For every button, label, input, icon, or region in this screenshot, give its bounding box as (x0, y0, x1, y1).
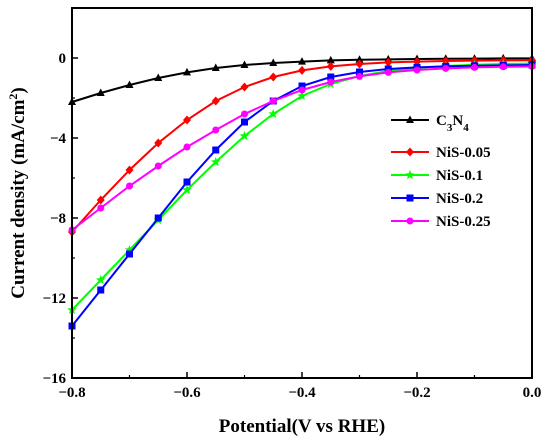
series-nis-0-25 (68, 62, 536, 234)
legend-entry-c3n4: C3N4 (436, 113, 469, 134)
y-tick-label: −4 (50, 131, 67, 147)
legend-marker-nis-0-05 (406, 147, 414, 157)
legend-c3n4-sub1: 3 (447, 122, 453, 134)
data-point-nis-0-1 (182, 185, 192, 195)
data-point-nis-0-2 (327, 73, 335, 81)
data-point-nis-0-2 (298, 82, 306, 90)
data-point-nis-0-25 (298, 86, 306, 94)
legend-mark-c3n4 (391, 115, 429, 123)
data-point-nis-0-05 (154, 138, 163, 148)
data-point-nis-0-25 (212, 126, 220, 134)
legend-c3n4-c: C (436, 113, 447, 129)
data-point-nis-0-2 (154, 214, 162, 222)
x-tick-label: −0.8 (58, 385, 85, 401)
data-point-nis-0-25 (154, 162, 162, 170)
legend-mark-nis-0-1 (391, 170, 429, 180)
y-axis-title-main: Current density (mA/cm (8, 99, 29, 298)
series-line-nis-0-1 (71, 62, 533, 311)
data-point-c3n4 (240, 60, 249, 68)
data-point-nis-0-25 (356, 72, 363, 80)
data-point-nis-0-25 (384, 68, 392, 76)
data-point-nis-0-25 (126, 182, 133, 190)
data-point-nis-0-05 (413, 57, 421, 67)
legend-label-nis-0-25: NiS-0.25 (436, 214, 491, 230)
data-point-nis-0-2 (356, 68, 363, 76)
ticks-layer: −0.8 −0.6 −0.4 −0.2 0.0 0 −4 −8 −12 −16 (42, 51, 541, 401)
y-tick-label: −12 (42, 291, 66, 307)
data-point-nis-0-1 (297, 91, 307, 101)
legend-marker-nis-0-1 (405, 170, 415, 180)
y-tick-label: −8 (50, 211, 66, 227)
legend-label-c3n4: C3N4 (436, 113, 469, 134)
data-point-nis-0-05 (384, 57, 393, 67)
data-point-nis-0-1 (210, 157, 221, 167)
data-point-nis-0-25 (183, 143, 191, 151)
data-point-nis-0-05 (298, 65, 306, 75)
series-layer (67, 53, 537, 330)
data-point-nis-0-2 (241, 118, 248, 126)
data-point-nis-0-25 (471, 63, 478, 71)
y-axis-title: Current density (mA/cm2) (6, 87, 29, 298)
data-point-nis-0-2 (97, 286, 105, 294)
data-point-c3n4 (326, 55, 335, 64)
data-point-nis-0-1 (124, 245, 135, 255)
y-tick-label: −16 (42, 371, 66, 387)
series-nis-0-1 (67, 58, 537, 315)
data-point-c3n4 (269, 58, 278, 66)
x-tick-label: −0.2 (403, 385, 430, 401)
data-point-c3n4 (125, 80, 134, 88)
legend-mark-nis-0-05 (391, 147, 429, 157)
data-point-nis-0-25 (241, 110, 248, 118)
data-point-nis-0-2 (126, 250, 133, 258)
data-point-nis-0-05 (240, 82, 249, 92)
legend-label-nis-0-2: NiS-0.2 (436, 191, 483, 207)
legend-c3n4-n: N (452, 113, 463, 129)
data-point-nis-0-1 (239, 131, 250, 141)
data-point-nis-0-05 (211, 96, 220, 106)
x-tick-label: −0.4 (288, 385, 316, 401)
legend-mark-nis-0-2 (391, 194, 429, 202)
data-point-nis-0-25 (413, 66, 421, 74)
legend-marker-nis-0-25 (406, 217, 414, 225)
legend-marker-c3n4 (406, 115, 414, 123)
x-tick-label: −0.6 (173, 385, 201, 401)
data-point-nis-0-05 (269, 72, 278, 82)
data-point-nis-0-25 (327, 78, 335, 86)
legend-marks (391, 115, 429, 225)
data-point-c3n4 (96, 88, 105, 96)
data-point-nis-0-05 (183, 115, 191, 125)
data-point-nis-0-05 (326, 61, 335, 71)
x-tick-label: 0.0 (523, 385, 542, 401)
y-tick-label: 0 (59, 51, 67, 67)
data-point-nis-0-1 (268, 109, 279, 119)
legend: C3N4 NiS-0.05 NiS-0.1 NiS-0.2 NiS-0.25 (436, 113, 491, 230)
legend-c3n4-sub2: 4 (463, 122, 469, 134)
data-point-nis-0-05 (96, 195, 105, 205)
data-point-c3n4 (154, 73, 163, 81)
data-point-nis-0-25 (97, 204, 105, 212)
data-point-nis-0-05 (355, 59, 364, 69)
y-axis-title-sup: 2 (6, 94, 20, 100)
x-axis-title: Potential(V vs RHE) (219, 416, 385, 437)
data-point-c3n4 (183, 67, 191, 76)
y-axis-title-close: ) (8, 87, 29, 93)
legend-label-nis-0-05: NiS-0.05 (436, 145, 491, 161)
data-point-c3n4 (355, 55, 364, 63)
legend-label-nis-0-1: NiS-0.1 (436, 168, 483, 184)
data-point-nis-0-1 (95, 275, 106, 285)
data-point-nis-0-25 (269, 97, 277, 105)
data-point-nis-0-25 (499, 63, 507, 71)
legend-mark-nis-0-25 (391, 217, 429, 225)
data-point-nis-0-2 (212, 146, 220, 154)
data-point-nis-0-2 (183, 178, 191, 186)
data-point-c3n4 (211, 63, 220, 71)
data-point-nis-0-25 (442, 64, 450, 72)
data-point-c3n4 (298, 57, 306, 65)
data-point-nis-0-05 (125, 165, 134, 175)
legend-marker-nis-0-2 (406, 194, 414, 202)
